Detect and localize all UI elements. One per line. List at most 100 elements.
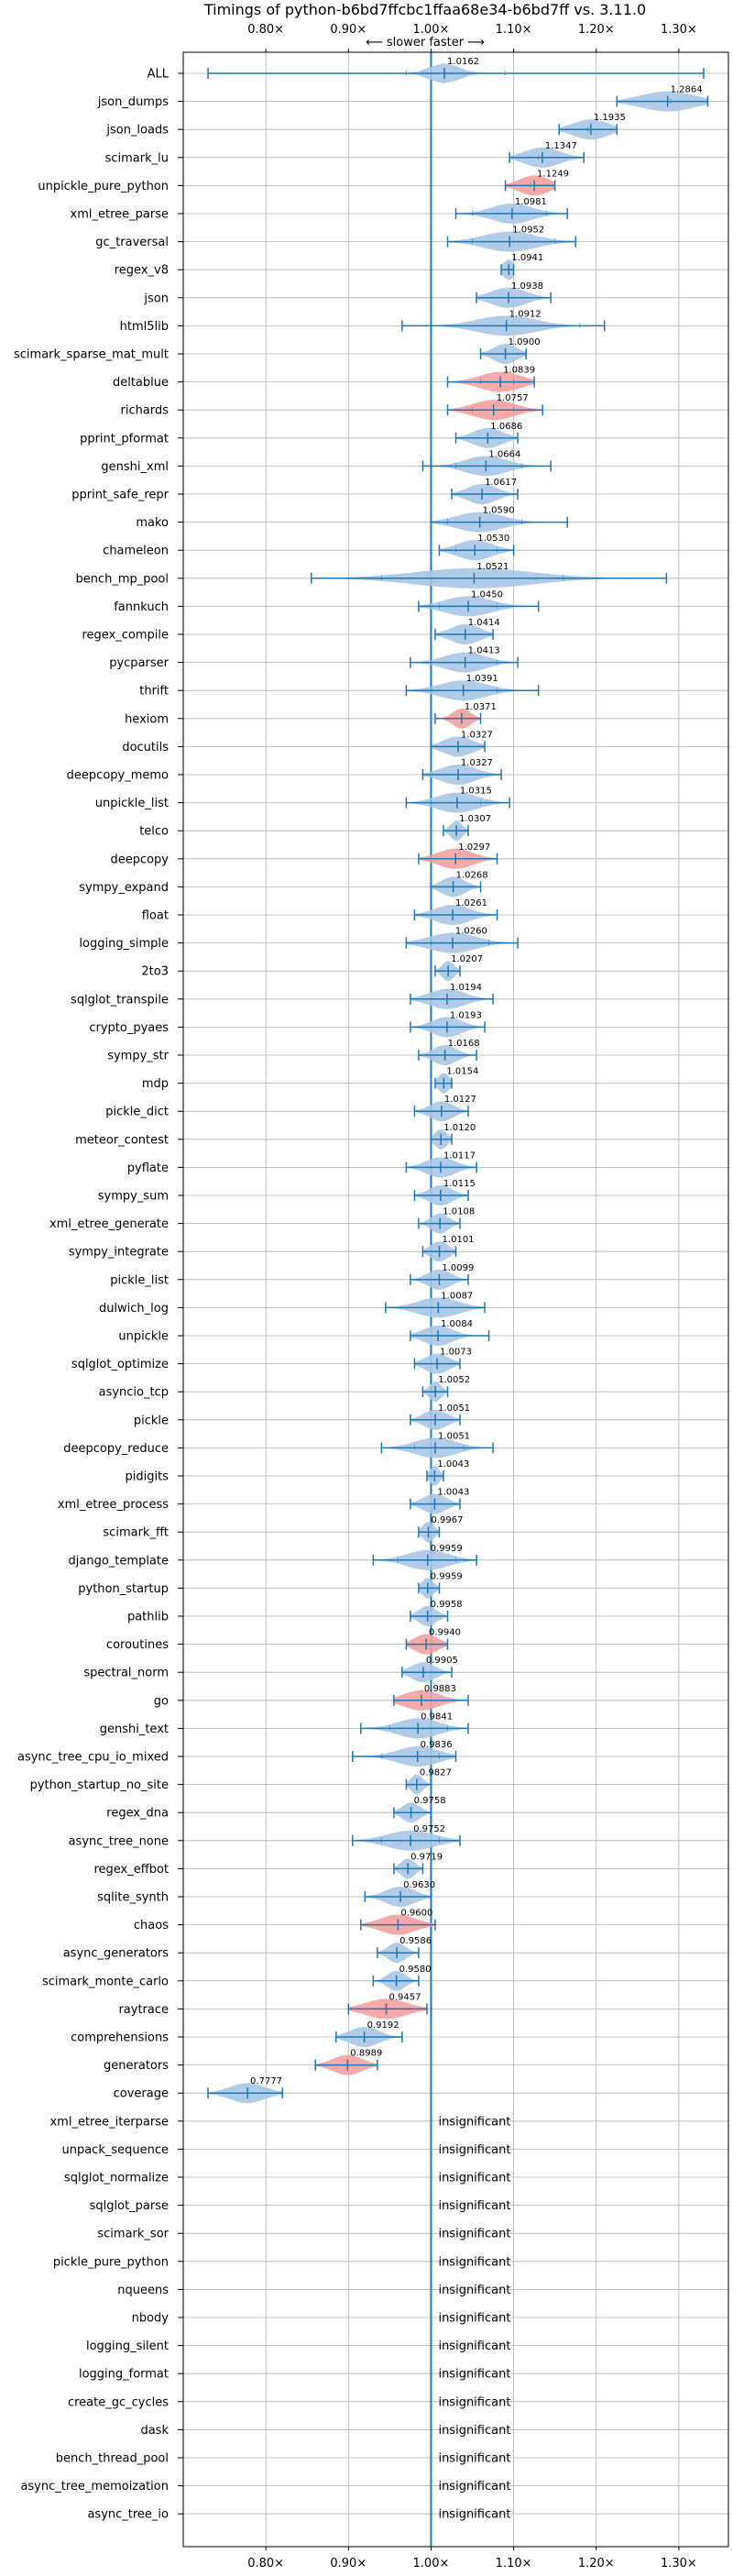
benchmark-label: scimark_monte_carlo	[42, 1975, 169, 1988]
benchmark-label: nbody	[132, 2312, 170, 2326]
benchmark-label: nqueens	[117, 2284, 169, 2297]
value-label: 1.0087	[441, 1291, 473, 1301]
benchmark-label: async_tree_none	[69, 1834, 169, 1848]
marks-layer	[207, 52, 709, 2547]
value-label: 0.9719	[410, 1852, 443, 1862]
benchmark-label: json	[143, 292, 169, 305]
insignificant-label: insignificant	[438, 2172, 510, 2185]
benchmark-label: bench_mp_pool	[75, 572, 169, 586]
value-label: 0.8989	[350, 2049, 382, 2059]
insignificant-label: insignificant	[438, 2424, 510, 2438]
value-label: 1.0938	[511, 281, 543, 292]
value-label: 1.0664	[488, 449, 520, 459]
benchmark-label: deepcopy	[110, 853, 169, 866]
value-label: 1.0193	[450, 1010, 482, 1020]
value-label: 1.0686	[490, 422, 522, 432]
value-label: 1.0168	[448, 1039, 480, 1049]
benchmark-label: async_tree_io	[87, 2508, 169, 2522]
benchmark-label: regex_compile	[82, 629, 169, 643]
value-label: 1.0414	[468, 618, 500, 628]
benchmark-label: ALL	[148, 68, 170, 82]
insignificant-label: insignificant	[438, 2368, 510, 2382]
value-label: 1.0108	[443, 1207, 475, 1217]
insignificant-label: insignificant	[438, 2284, 510, 2297]
chart-subtitle: ⟵ slower faster ⟶	[366, 36, 485, 50]
value-label: 1.0207	[451, 954, 483, 964]
value-label: 0.9905	[426, 1656, 458, 1666]
benchmark-label: dulwich_log	[99, 1302, 169, 1316]
benchmark-label: pickle	[134, 1414, 169, 1427]
benchmark-label: create_gc_cycles	[68, 2395, 169, 2409]
benchmark-label: xml_etree_generate	[49, 1217, 169, 1231]
benchmark-label: float	[142, 909, 169, 923]
value-label: 1.0315	[460, 787, 492, 797]
chart-title: Timings of python-b6bd7ffcbc1ffaa68e34-b…	[203, 1, 646, 18]
benchmark-label: docutils	[122, 741, 169, 754]
x-tick-label-bottom: 1.10×	[496, 2557, 532, 2570]
value-label: 1.0530	[477, 534, 509, 544]
value-label: 0.9580	[399, 1965, 432, 1975]
benchmark-label: sqlglot_optimize	[71, 1358, 169, 1371]
insignificant-label: insignificant	[438, 2339, 510, 2353]
labels-layer: 0.80× 0.80× 0.90× 0.90× 1.00× 1.00× 1.10× 1.10×…	[14, 23, 703, 2570]
benchmark-label: regex_effbot	[93, 1863, 169, 1877]
benchmark-label: genshi_text	[100, 1723, 169, 1736]
value-label: 0.9457	[389, 1992, 421, 2002]
value-label: 0.7777	[250, 2076, 282, 2086]
value-label: 0.9841	[421, 1712, 453, 1722]
value-label: 1.0084	[441, 1319, 473, 1329]
value-label: 1.0120	[443, 1123, 476, 1133]
benchmark-label: chaos	[134, 1919, 169, 1932]
insignificant-label: insignificant	[438, 2452, 510, 2466]
benchmark-label: logging_simple	[79, 937, 169, 951]
value-label: 1.0521	[476, 562, 509, 572]
benchmark-label: mako	[136, 516, 169, 530]
benchmark-label: scimark_sparse_mat_mult	[14, 348, 169, 362]
value-label: 1.0115	[443, 1179, 476, 1189]
benchmark-label: python_startup_no_site	[30, 1778, 169, 1792]
value-label: 1.0941	[511, 253, 543, 263]
value-label: 1.0307	[459, 814, 491, 824]
value-label: 0.9600	[400, 1909, 432, 1919]
benchmark-label: generators	[104, 2059, 169, 2073]
benchmark-label: sympy_sum	[98, 1190, 169, 1204]
benchmark-label: logging_silent	[86, 2339, 169, 2353]
benchmark-label: html5lib	[120, 320, 169, 334]
value-label: 1.0127	[444, 1095, 476, 1105]
benchmark-label: chameleon	[103, 545, 169, 558]
benchmark-label: pyflate	[127, 1161, 169, 1175]
insignificant-label: insignificant	[438, 2480, 510, 2493]
value-label: 1.0268	[456, 870, 488, 880]
value-label: 1.0043	[437, 1459, 469, 1470]
benchmark-label: sympy_integrate	[69, 1246, 169, 1260]
benchmark-label: bench_thread_pool	[56, 2452, 169, 2466]
value-label: 1.0912	[509, 309, 542, 319]
value-label: 1.0371	[465, 702, 497, 712]
benchmark-label: unpickle_list	[95, 797, 169, 810]
value-label: 0.9883	[424, 1684, 456, 1694]
x-tick-label-top: 1.30×	[661, 23, 697, 37]
benchmark-label: sqlite_synth	[97, 1891, 169, 1905]
benchmark-label: go	[154, 1694, 169, 1708]
benchmark-label: gc_traversal	[95, 236, 169, 249]
x-tick-label-bottom: 0.80×	[247, 2557, 284, 2570]
benchmark-label: deepcopy_reduce	[63, 1442, 169, 1456]
benchmark-label: meteor_contest	[75, 1133, 169, 1147]
benchmark-label: async_tree_memoization	[20, 2480, 169, 2493]
benchmark-label: dask	[140, 2424, 169, 2438]
value-label: 0.9940	[429, 1628, 461, 1638]
benchmark-label: scimark_sor	[97, 2228, 169, 2241]
benchmark-label: pprint_safe_repr	[71, 489, 169, 502]
value-label: 0.9827	[420, 1768, 452, 1778]
x-tick-label-bottom: 1.20×	[578, 2557, 615, 2570]
value-label: 1.0194	[450, 983, 482, 993]
value-label: 0.9959	[431, 1544, 463, 1554]
benchmark-label: sympy_str	[107, 1050, 169, 1063]
value-label: 0.9758	[414, 1796, 446, 1806]
benchmark-label: mdp	[142, 1077, 169, 1091]
insignificant-label: insignificant	[438, 2143, 510, 2157]
benchmark-label: django_template	[69, 1554, 169, 1568]
benchmark-label: spectral_norm	[83, 1667, 169, 1680]
benchmark-label: scimark_fft	[103, 1526, 169, 1540]
